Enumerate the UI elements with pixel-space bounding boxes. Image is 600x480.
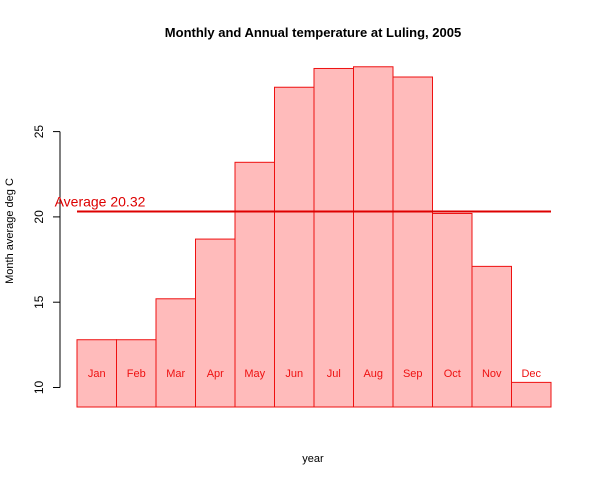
- chart-title: Monthly and Annual temperature at Luling…: [165, 25, 461, 40]
- y-axis-label: Month average deg C: [4, 178, 16, 284]
- y-tick-label-20: 20: [32, 210, 46, 224]
- month-label-aug: Aug: [363, 368, 383, 380]
- month-label-jun: Jun: [285, 368, 303, 380]
- month-label-feb: Feb: [127, 368, 146, 380]
- y-tick-label-15: 15: [32, 295, 46, 309]
- month-label-jul: Jul: [327, 368, 341, 380]
- y-tick-label-25: 25: [32, 125, 46, 139]
- month-label-jan: Jan: [88, 368, 106, 380]
- month-label-nov: Nov: [482, 368, 502, 380]
- bar-nov: [471, 265, 512, 408]
- month-label-sep: Sep: [403, 368, 423, 380]
- bar-jul: [313, 67, 354, 408]
- bar-dec: [511, 381, 552, 408]
- bar-aug: [353, 66, 394, 408]
- bar-mar: [155, 298, 196, 408]
- bar-apr: [195, 238, 236, 408]
- y-tick-label-10: 10: [32, 381, 46, 395]
- month-label-apr: Apr: [207, 368, 224, 380]
- bar-sep: [392, 76, 433, 408]
- y-axis: 10 15 20 25: [32, 125, 61, 395]
- month-label-dec: Dec: [521, 368, 541, 380]
- month-label-may: May: [244, 368, 265, 380]
- bar-jun: [274, 86, 315, 408]
- bar-may: [234, 161, 275, 408]
- bar-oct: [432, 212, 473, 408]
- bar-group: [76, 66, 552, 408]
- month-label-mar: Mar: [166, 368, 185, 380]
- x-axis-label: year: [302, 453, 324, 465]
- month-label-oct: Oct: [444, 368, 461, 380]
- average-label: Average 20.32: [55, 193, 146, 209]
- month-label-group: Jan Feb Mar Apr May Jun Jul Aug Sep Oct Nov Dec: [88, 368, 542, 380]
- bar-feb: [116, 339, 157, 408]
- bar-jan: [76, 339, 117, 408]
